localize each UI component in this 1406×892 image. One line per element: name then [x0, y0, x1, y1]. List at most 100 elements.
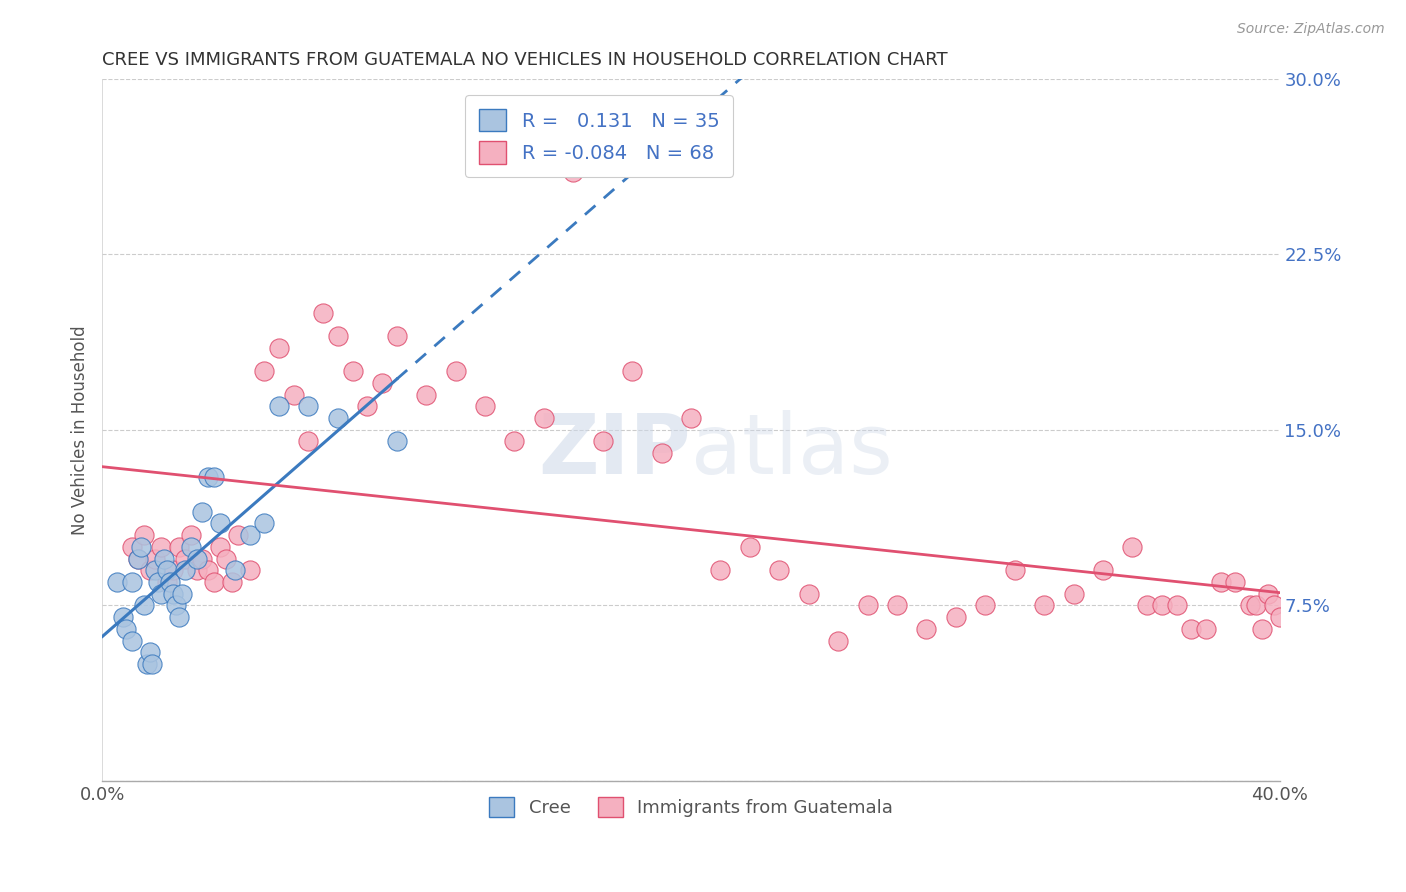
- Point: [226, 528, 249, 542]
- Point: [679, 411, 702, 425]
- Point: [856, 599, 879, 613]
- Point: [503, 434, 526, 449]
- Point: [312, 306, 335, 320]
- Point: [156, 574, 179, 589]
- Point: [150, 540, 173, 554]
- Point: [342, 364, 364, 378]
- Point: [112, 610, 135, 624]
- Point: [562, 165, 585, 179]
- Point: [915, 622, 938, 636]
- Point: [105, 574, 128, 589]
- Point: [356, 400, 378, 414]
- Y-axis label: No Vehicles in Household: No Vehicles in Household: [72, 325, 89, 534]
- Point: [145, 563, 167, 577]
- Point: [191, 505, 214, 519]
- Text: Source: ZipAtlas.com: Source: ZipAtlas.com: [1237, 22, 1385, 37]
- Point: [326, 329, 349, 343]
- Point: [115, 622, 138, 636]
- Point: [170, 587, 193, 601]
- Point: [253, 516, 276, 531]
- Point: [1257, 587, 1279, 601]
- Point: [1166, 599, 1188, 613]
- Point: [180, 528, 202, 542]
- Text: atlas: atlas: [690, 410, 893, 491]
- Point: [138, 645, 160, 659]
- Point: [1136, 599, 1159, 613]
- Point: [1063, 587, 1085, 601]
- Point: [209, 516, 232, 531]
- Point: [945, 610, 967, 624]
- Point: [297, 400, 319, 414]
- Point: [297, 434, 319, 449]
- Point: [533, 411, 555, 425]
- Point: [474, 400, 496, 414]
- Point: [283, 387, 305, 401]
- Point: [162, 587, 184, 601]
- Point: [156, 563, 179, 577]
- Point: [148, 574, 170, 589]
- Point: [1239, 599, 1261, 613]
- Legend: Cree, Immigrants from Guatemala: Cree, Immigrants from Guatemala: [482, 789, 900, 824]
- Point: [239, 528, 262, 542]
- Point: [186, 563, 208, 577]
- Point: [385, 329, 408, 343]
- Point: [153, 551, 176, 566]
- Point: [135, 657, 157, 671]
- Point: [1121, 540, 1143, 554]
- Point: [127, 551, 149, 566]
- Point: [1195, 622, 1218, 636]
- Point: [709, 563, 731, 577]
- Point: [129, 540, 152, 554]
- Point: [180, 540, 202, 554]
- Point: [167, 540, 190, 554]
- Point: [827, 633, 849, 648]
- Point: [326, 411, 349, 425]
- Point: [1268, 610, 1291, 624]
- Point: [239, 563, 262, 577]
- Point: [132, 528, 155, 542]
- Point: [221, 574, 243, 589]
- Point: [651, 446, 673, 460]
- Point: [173, 563, 195, 577]
- Point: [141, 657, 163, 671]
- Point: [173, 551, 195, 566]
- Text: ZIP: ZIP: [538, 410, 690, 491]
- Point: [186, 551, 208, 566]
- Point: [162, 563, 184, 577]
- Point: [1263, 599, 1285, 613]
- Point: [1150, 599, 1173, 613]
- Point: [138, 563, 160, 577]
- Point: [444, 364, 467, 378]
- Point: [974, 599, 997, 613]
- Point: [1004, 563, 1026, 577]
- Text: CREE VS IMMIGRANTS FROM GUATEMALA NO VEHICLES IN HOUSEHOLD CORRELATION CHART: CREE VS IMMIGRANTS FROM GUATEMALA NO VEH…: [103, 51, 948, 69]
- Point: [224, 563, 246, 577]
- Point: [165, 599, 187, 613]
- Point: [738, 540, 761, 554]
- Point: [202, 574, 225, 589]
- Point: [253, 364, 276, 378]
- Point: [132, 599, 155, 613]
- Point: [592, 434, 614, 449]
- Point: [145, 551, 167, 566]
- Point: [1251, 622, 1274, 636]
- Point: [1225, 574, 1247, 589]
- Point: [121, 540, 143, 554]
- Point: [121, 574, 143, 589]
- Point: [159, 574, 181, 589]
- Point: [197, 469, 219, 483]
- Point: [1209, 574, 1232, 589]
- Point: [267, 341, 290, 355]
- Point: [191, 551, 214, 566]
- Point: [167, 610, 190, 624]
- Point: [385, 434, 408, 449]
- Point: [209, 540, 232, 554]
- Point: [768, 563, 790, 577]
- Point: [215, 551, 238, 566]
- Point: [121, 633, 143, 648]
- Point: [415, 387, 437, 401]
- Point: [267, 400, 290, 414]
- Point: [1180, 622, 1202, 636]
- Point: [150, 587, 173, 601]
- Point: [202, 469, 225, 483]
